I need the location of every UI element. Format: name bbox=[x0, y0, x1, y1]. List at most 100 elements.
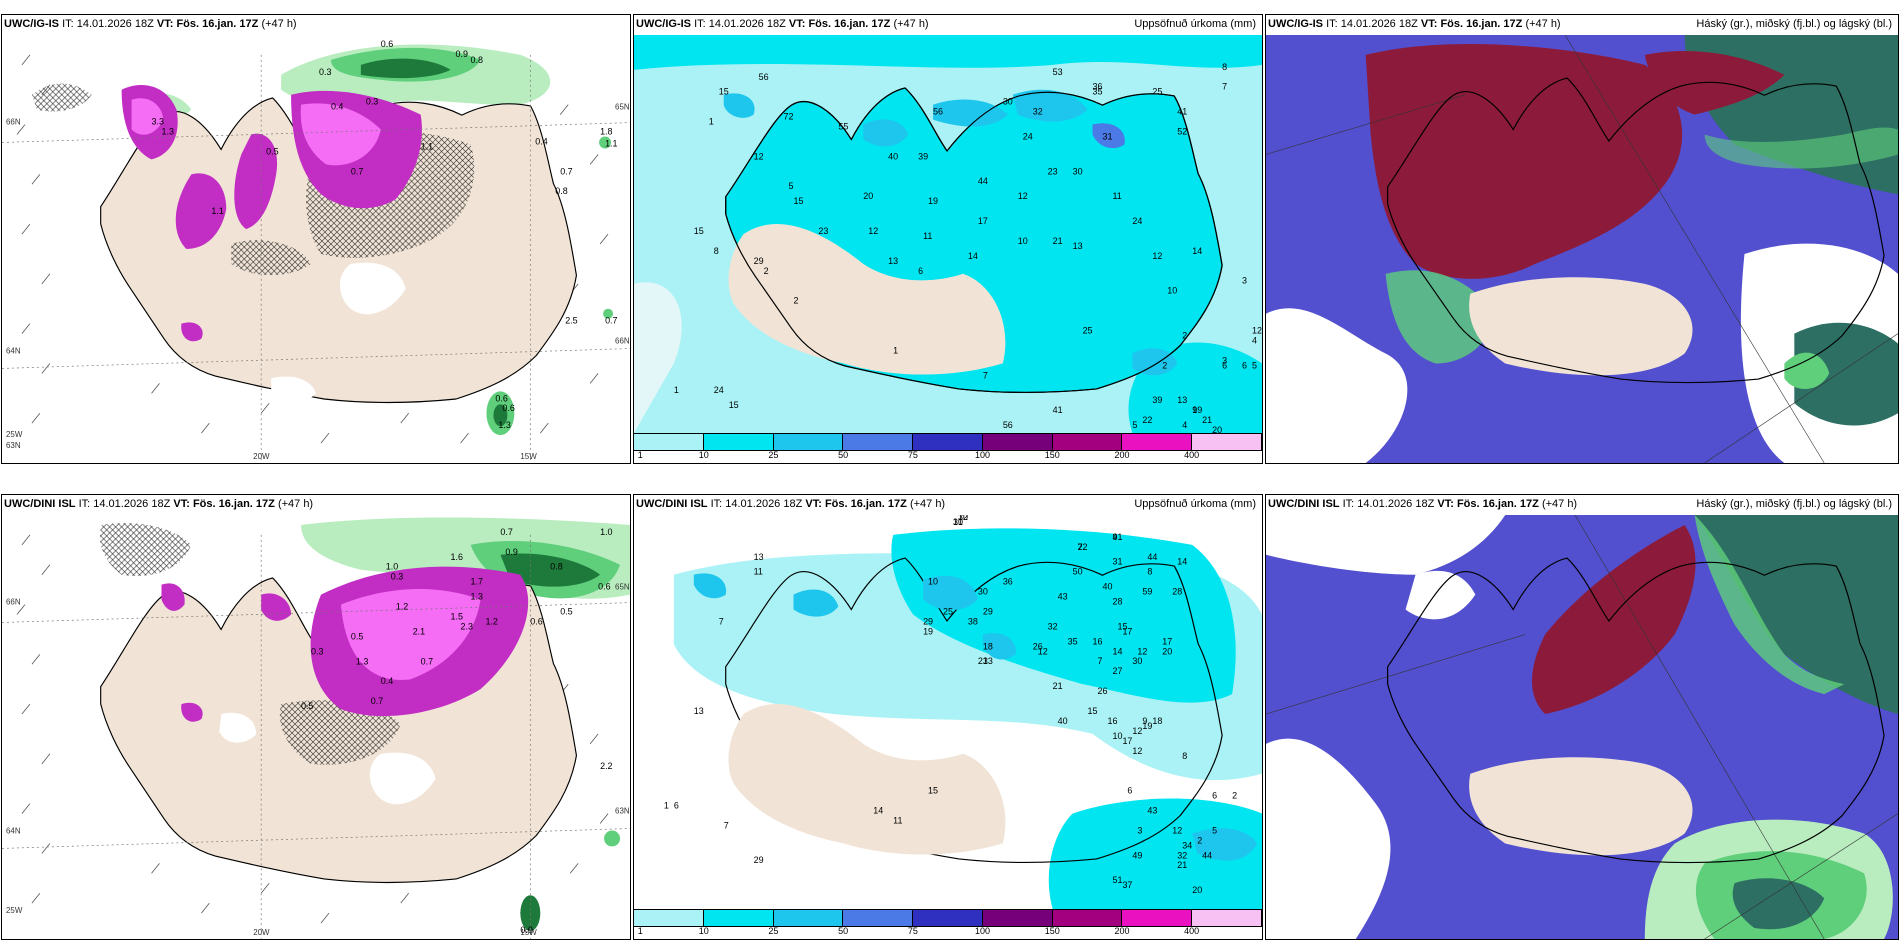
map-value-label: 26 bbox=[1033, 641, 1043, 651]
map-value-label: 22 bbox=[1142, 415, 1152, 425]
precip-map: 10 10 22 41 14 13 31 40 44 8 11 50 28 59 10 43 17 30 36 18 2… bbox=[634, 515, 1262, 909]
map-value-label: 11 bbox=[754, 567, 763, 577]
snow-map-svg: 66N 65N 66N 64N 63N 20W 15W 25W 0.3 0.6 0.… bbox=[2, 35, 630, 463]
colorbar-swatch bbox=[913, 434, 983, 450]
panel-title: Uppsöfnuð úrkoma (mm) bbox=[1134, 498, 1256, 510]
map-value-label: 34 bbox=[1182, 840, 1192, 850]
cloud-map-svg bbox=[1266, 35, 1898, 463]
it-value: 14.01.2026 18Z bbox=[1357, 498, 1435, 510]
map-value-label: 43 bbox=[1147, 805, 1157, 815]
map-value-label: 3.3 bbox=[152, 117, 164, 127]
map-value-label: 0.7 bbox=[605, 316, 617, 326]
map-value-label: 28 bbox=[1112, 597, 1122, 607]
map-value-label: 2.2 bbox=[600, 761, 612, 771]
vt-value: Fös. 16.jan. 17Z bbox=[1456, 498, 1539, 510]
map-value-label: 1.1 bbox=[421, 141, 433, 151]
snow-values: 1.00.60.70.80.91.61.71.00.31.31.22.11.52… bbox=[301, 527, 613, 935]
panel-header: UWC/IG-IS IT: 14.01.2026 18Z VT: Fös. 16… bbox=[2, 15, 630, 35]
cloud-map bbox=[1266, 35, 1898, 463]
map-value-label: 20 bbox=[1192, 885, 1202, 895]
panel-ig-is-clouds: UWC/IG-IS IT: 14.01.2026 18Z VT: Fös. 16… bbox=[1265, 14, 1899, 464]
lon-label: 25W bbox=[6, 430, 23, 439]
map-value-label: 12 bbox=[1137, 646, 1147, 656]
lat-label: 66N bbox=[6, 118, 21, 127]
it-label: IT: bbox=[62, 18, 74, 30]
colorbar-swatch bbox=[634, 910, 704, 926]
model-label: UWC/DINI ISL bbox=[1268, 498, 1340, 510]
axis-labels: 66N 65N 66N 64N 63N 20W 15W 25W bbox=[6, 103, 630, 461]
map-value-label: 32 bbox=[1033, 107, 1043, 117]
it-label: IT: bbox=[1326, 18, 1338, 30]
map-value-label: 25 bbox=[943, 607, 953, 617]
map-value-label: 56 bbox=[1003, 420, 1013, 430]
map-value-label: 12 bbox=[1252, 326, 1262, 336]
lat-label: 65N bbox=[615, 583, 630, 592]
snow-map: 66N 65N 66N 64N 63N 20W 15W 25W 0.3 0.6 0.… bbox=[2, 35, 630, 463]
axis-labels: 66N 65N 64N 63N 20W 15W 25W bbox=[6, 583, 630, 937]
map-value-label: 6 bbox=[1242, 360, 1247, 370]
lat-label: 64N bbox=[6, 827, 21, 836]
map-value-label: 21 bbox=[1177, 860, 1187, 870]
panel-dini-precip: UWC/DINI ISL IT: 14.01.2026 18Z VT: Fös.… bbox=[633, 494, 1263, 940]
precip-map: 8 53 36 15 56 30 32 1 72 55 56 35 25 41 7 12 40 39 24 52 31 5… bbox=[634, 35, 1262, 433]
map-value-label: 20 bbox=[1212, 425, 1222, 433]
map-value-label: 1.3 bbox=[161, 127, 173, 137]
map-value-label: 12 bbox=[1172, 825, 1182, 835]
map-value-label: 14 bbox=[1112, 646, 1122, 656]
map-value-label: 12 bbox=[1132, 746, 1142, 756]
colorbar-tick: 1 bbox=[637, 926, 643, 936]
map-value-label: 0.3 bbox=[319, 67, 331, 77]
colorbar-tick: 100 bbox=[975, 450, 991, 460]
vt-label: VT: bbox=[1420, 18, 1438, 30]
panel-dini-clouds: UWC/DINI ISL IT: 14.01.2026 18Z VT: Fös.… bbox=[1265, 494, 1899, 940]
map-value-label: 1.0 bbox=[386, 562, 398, 572]
model-label: UWC/IG-IS bbox=[1268, 18, 1323, 30]
colorbar-tick: 150 bbox=[1044, 926, 1060, 936]
lead-time: (+47 h) bbox=[261, 18, 297, 30]
map-value-label: 18 bbox=[983, 641, 993, 651]
map-value-label: 1.7 bbox=[471, 577, 483, 587]
map-value-label: 10 bbox=[953, 517, 963, 527]
map-value-label: 7 bbox=[1078, 542, 1083, 552]
map-value-label: 30 bbox=[1003, 97, 1013, 107]
map-value-label: 12 bbox=[868, 226, 878, 236]
colorbar-swatch bbox=[773, 434, 844, 450]
lon-label: 25W bbox=[6, 906, 23, 915]
map-value-label: 39 bbox=[918, 151, 928, 161]
map-value-label: 15 bbox=[793, 196, 803, 206]
colorbar: 1 10 25 50 75 100 150 200 400 bbox=[634, 433, 1262, 463]
map-value-label: 16 bbox=[1107, 716, 1117, 726]
map-value-label: 51 bbox=[1112, 875, 1122, 885]
colorbar-tick: 100 bbox=[975, 926, 991, 936]
map-value-label: 1 bbox=[674, 385, 679, 395]
map-value-label: 5 bbox=[789, 181, 794, 191]
map-value-label: 2 bbox=[1197, 835, 1202, 845]
graticule bbox=[2, 54, 630, 463]
map-value-label: 2.5 bbox=[565, 316, 577, 326]
map-value-label: 7 bbox=[983, 370, 988, 380]
map-value-label: 49 bbox=[1132, 850, 1142, 860]
map-value-label: 0.4 bbox=[381, 676, 393, 686]
map-value-label: 0.5 bbox=[351, 631, 363, 641]
vt-value: Fös. 16.jan. 17Z bbox=[824, 498, 907, 510]
map-value-label: 29 bbox=[923, 616, 933, 626]
map-value-label: 30 bbox=[978, 587, 988, 597]
map-value-label: 12 bbox=[1152, 251, 1162, 261]
map-value-label: 55 bbox=[838, 122, 848, 132]
lat-label: 63N bbox=[6, 441, 21, 450]
it-value: 14.01.2026 18Z bbox=[725, 498, 803, 510]
lon-label: 20W bbox=[253, 928, 270, 937]
map-value-label: 17 bbox=[1162, 636, 1172, 646]
map-value-label: 0.3 bbox=[366, 97, 378, 107]
map-value-label: 0.6 bbox=[495, 393, 507, 403]
panel-title: Uppsöfnuð úrkoma (mm) bbox=[1134, 18, 1256, 30]
vt-label: VT: bbox=[173, 498, 190, 510]
vt-value: Fös. 16.jan. 17Z bbox=[176, 18, 259, 30]
map-value-label: 0.8 bbox=[555, 186, 567, 196]
map-value-label: 23 bbox=[1048, 166, 1058, 176]
map-value-label: 7 bbox=[1098, 656, 1103, 666]
map-value-label: 72 bbox=[784, 112, 794, 122]
lat-label: 66N bbox=[6, 598, 21, 607]
map-value-label: 1 bbox=[893, 345, 898, 355]
map-value-label: 2 bbox=[764, 266, 769, 276]
